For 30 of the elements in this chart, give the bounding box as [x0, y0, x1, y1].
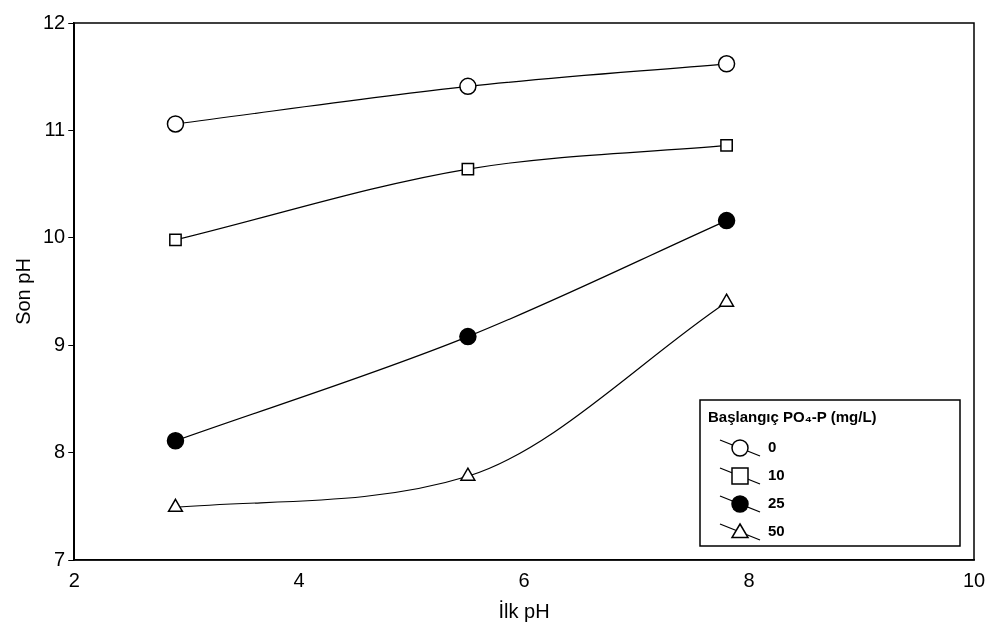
legend-label: 10	[768, 466, 785, 484]
point	[167, 498, 184, 513]
x-tick-label: 4	[293, 568, 305, 591]
y-tick-label: 12	[43, 10, 66, 33]
y-tick-label: 10	[43, 225, 66, 248]
legend-label: 0	[768, 438, 777, 456]
y-tick-label: 9	[54, 332, 66, 355]
point	[717, 55, 736, 73]
y-tick-label: 8	[54, 440, 66, 463]
point	[459, 77, 477, 96]
point	[717, 211, 736, 230]
legend-label: 25	[768, 494, 785, 512]
y-axis-title: Son pH	[11, 258, 34, 325]
x-tick-label: 8	[743, 568, 755, 591]
legend-label: 50	[768, 522, 785, 540]
y-tick-label: 7	[54, 547, 66, 570]
x-tick-label: 10	[962, 568, 986, 591]
x-axis-title: İlk pH	[498, 599, 550, 622]
point	[166, 432, 185, 450]
point	[720, 139, 733, 152]
point	[169, 233, 182, 247]
point	[718, 293, 735, 307]
point	[166, 115, 185, 133]
point	[461, 162, 475, 176]
y-tick-label: 11	[44, 117, 66, 140]
x-tick-label: 6	[518, 568, 530, 591]
point	[460, 467, 476, 481]
legend-title: Başlangıç PO₄-P (mg/L)	[708, 408, 877, 426]
point	[459, 327, 477, 346]
x-tick-label: 2	[68, 568, 80, 591]
